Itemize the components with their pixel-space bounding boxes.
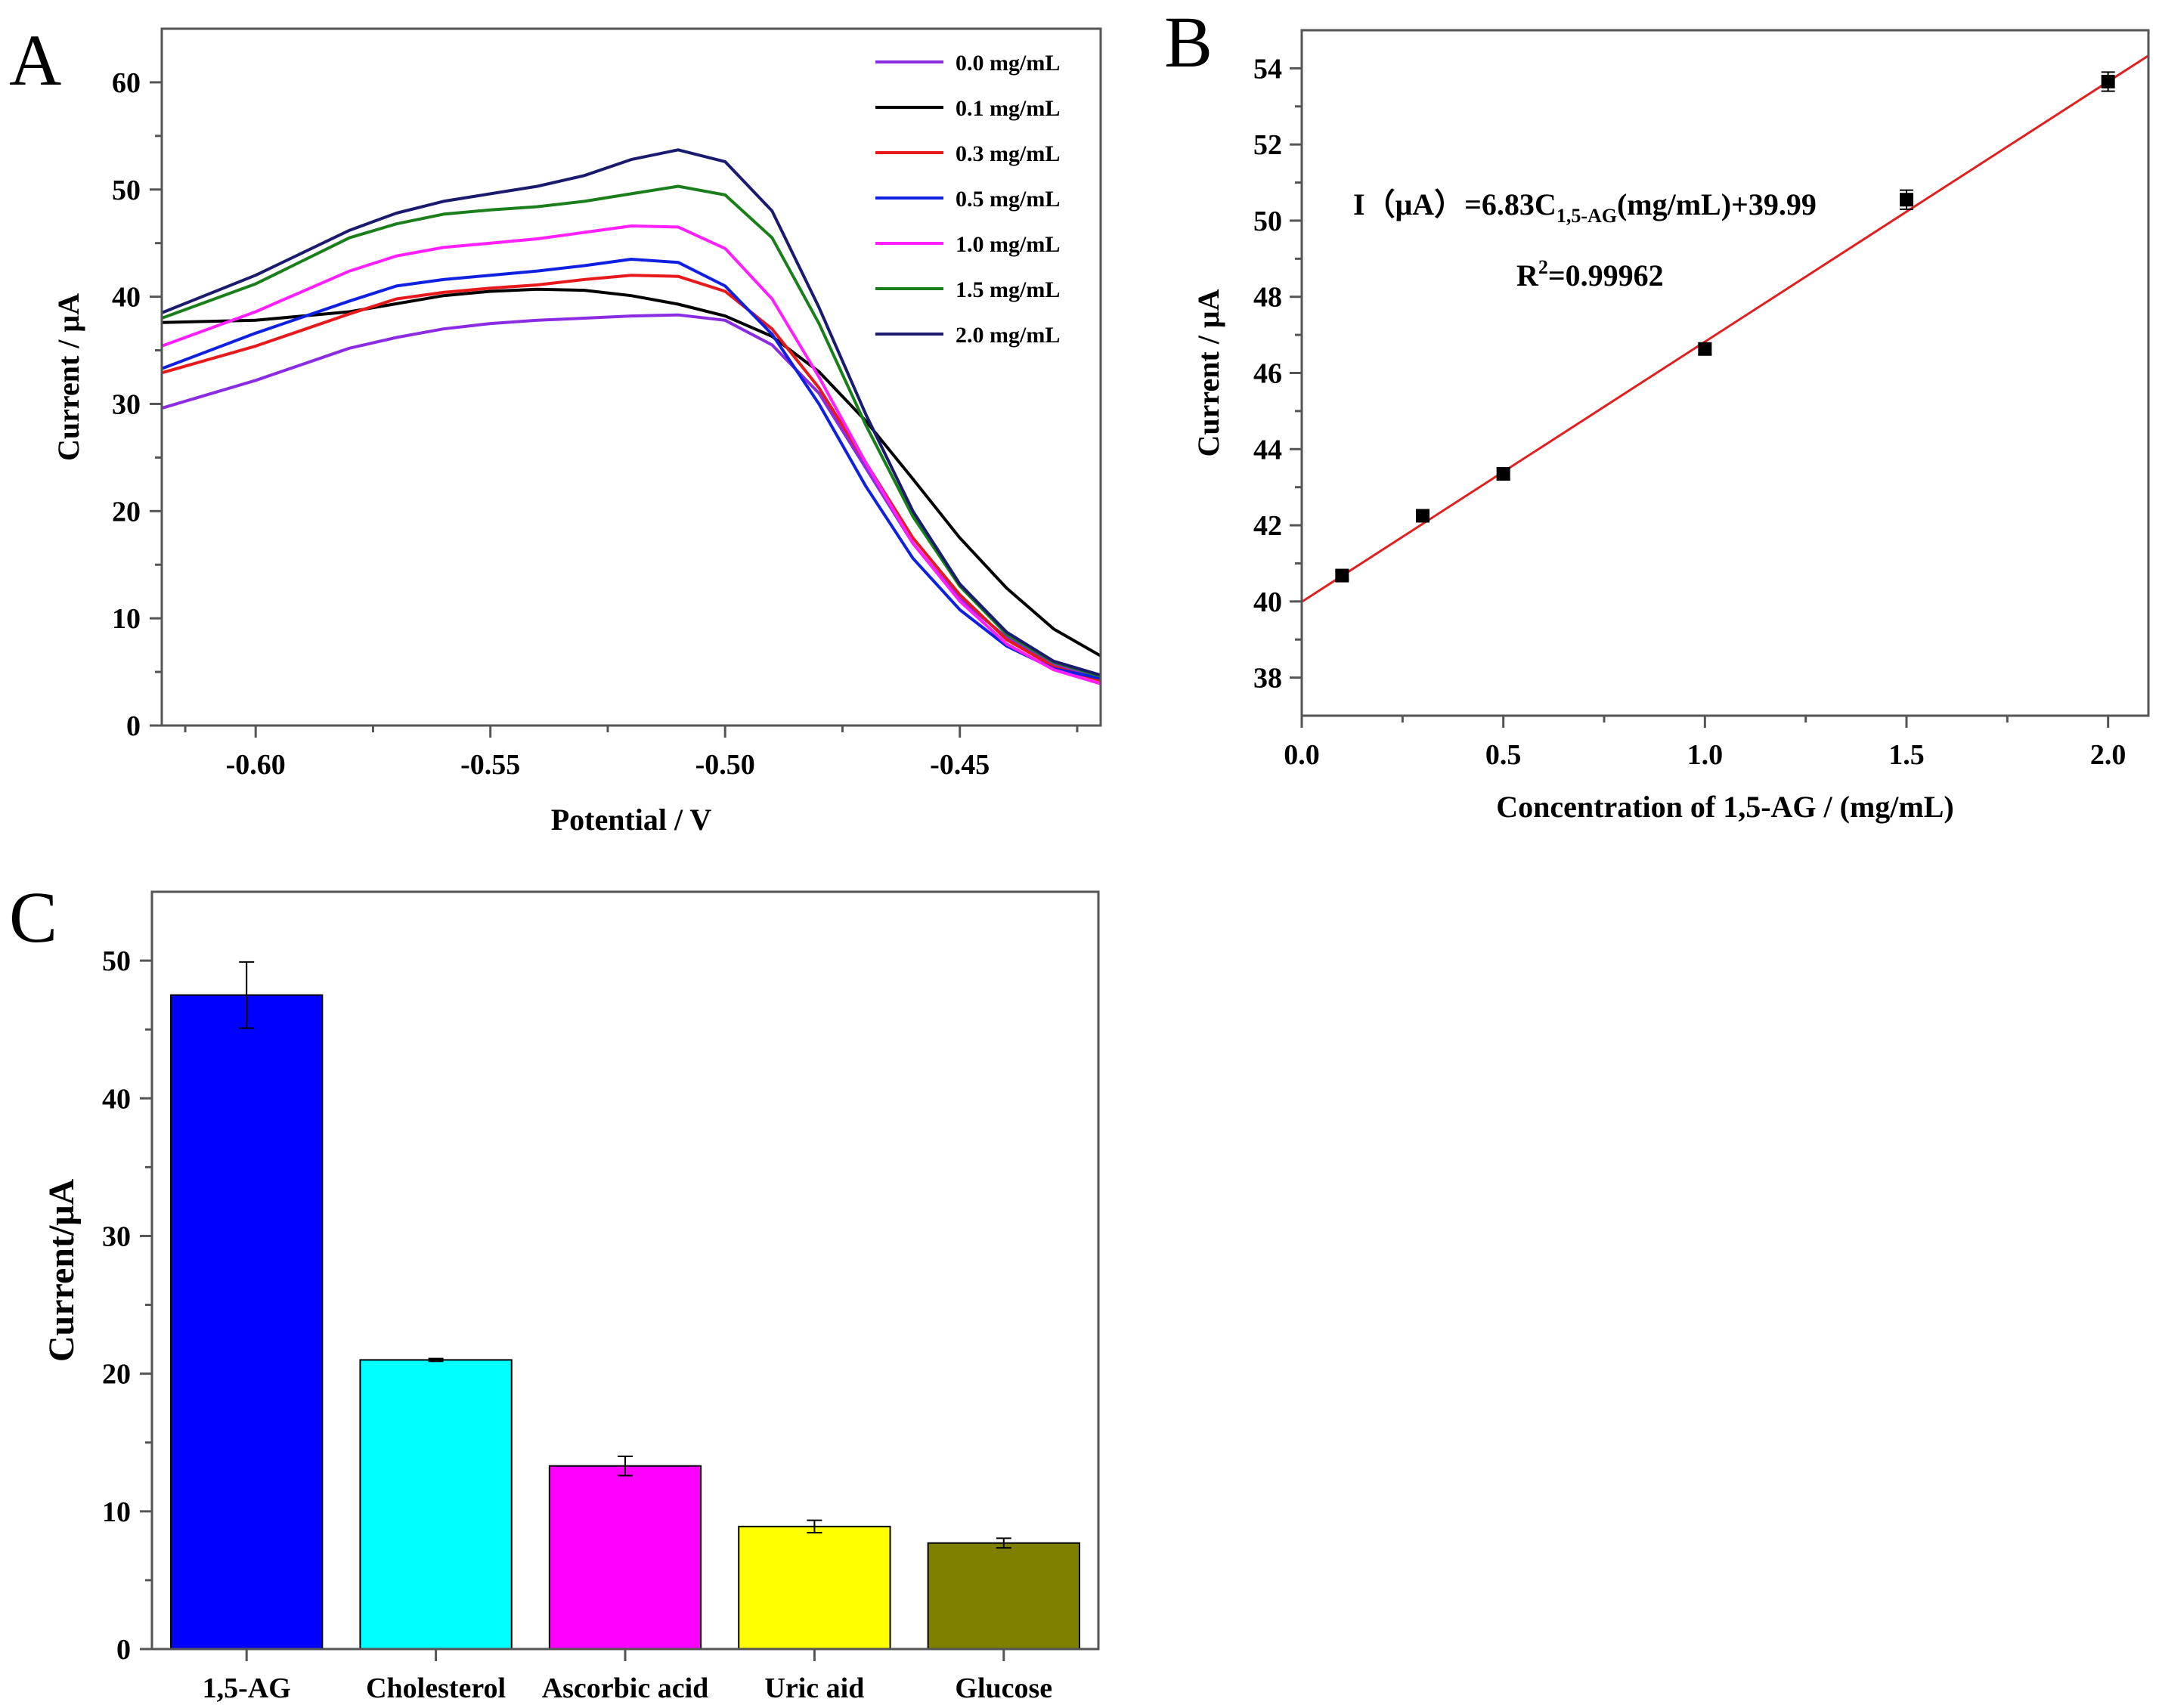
series-line-4 [161, 224, 1101, 685]
r-squared-value: =0.99962 [1548, 258, 1664, 292]
y-axis-title: Current/μA [42, 1179, 82, 1363]
plot-frame [160, 27, 1102, 727]
plot-frame [150, 890, 1100, 1651]
x-axis-title: Concentration of 1,5-AG / (mg/mL) [1496, 790, 1953, 824]
series-line-2 [161, 274, 1101, 682]
x-axis-title: Potential / V [551, 803, 712, 837]
data-point [1416, 509, 1430, 523]
y-tick-label: 30 [102, 1221, 131, 1252]
x-tick-label: 0.5 [1485, 739, 1522, 771]
r-squared-superscript: 2 [1538, 256, 1548, 278]
x-tick-label: 0.0 [1284, 739, 1320, 771]
x-tick-label: 1.0 [1687, 739, 1724, 771]
series-line-6 [161, 148, 1101, 677]
fit-equation: I（μA）=6.83C1,5-AG(mg/mL)+39.99 [1353, 187, 1817, 227]
series-line-1 [161, 287, 1101, 658]
y-tick-label: 60 [112, 67, 141, 99]
series-line-3 [161, 258, 1101, 680]
y-tick-label: 0 [126, 710, 141, 742]
x-tick-label: -0.60 [226, 749, 286, 781]
data-point [2101, 75, 2115, 89]
y-tick-label: 0 [116, 1634, 131, 1666]
y-tick-label: 40 [1253, 586, 1282, 618]
y-tick-label: 20 [102, 1359, 131, 1391]
bar-1 [359, 1359, 513, 1651]
bar-4 [927, 1542, 1080, 1650]
bar-0 [170, 994, 324, 1650]
panel-a-chart: A 0 10 20 30 40 50 60 -0.60 -0.55 -0.50 -0.45 Potent… [9, 20, 1102, 837]
data-point [1496, 467, 1510, 481]
y-tick-label: 40 [102, 1083, 131, 1115]
x-tick-label: Glucose [955, 1672, 1052, 1704]
x-tick-label: Uric aid [764, 1672, 864, 1704]
y-axis-title: Current / μA [1191, 289, 1225, 456]
panel-letter-a: A [9, 20, 61, 101]
fit-line [1301, 54, 2149, 603]
x-tick-label: -0.50 [695, 749, 755, 781]
data-point [1900, 193, 1913, 207]
y-tick-label: 20 [112, 496, 141, 528]
y-tick-label: 10 [112, 603, 141, 635]
y-tick-label: 50 [102, 945, 131, 977]
x-tick-label: 1.5 [1888, 739, 1925, 771]
y-tick-label: 44 [1253, 434, 1282, 466]
data-point [1335, 568, 1349, 583]
x-tick-label: Ascorbic acid [542, 1672, 709, 1704]
legend-label-2: 0.3 mg/mL [956, 141, 1060, 166]
y-tick-label: 50 [1253, 206, 1282, 237]
y-tick-label: 40 [112, 282, 141, 314]
equation-subscript: 1,5-AG [1557, 205, 1617, 227]
y-tick-label: 38 [1253, 663, 1282, 695]
legend-label-6: 2.0 mg/mL [956, 323, 1060, 348]
y-tick-label: 42 [1253, 510, 1282, 542]
y-axis-title: Current / μA [51, 293, 85, 461]
bar-3 [738, 1525, 891, 1650]
panel-letter-c: C [9, 877, 57, 958]
legend-label-3: 0.5 mg/mL [956, 187, 1060, 212]
x-tick-label: 2.0 [2090, 739, 2126, 771]
r-squared-prefix: R [1516, 258, 1539, 292]
y-tick-label: 52 [1253, 129, 1282, 161]
legend-label-4: 1.0 mg/mL [956, 232, 1060, 257]
legend-label-0: 0.0 mg/mL [956, 51, 1060, 76]
y-tick-label: 48 [1253, 282, 1282, 314]
panel-letter-b: B [1164, 2, 1213, 82]
data-point [1698, 342, 1712, 356]
r-squared: R2=0.99962 [1516, 256, 1664, 292]
equation-prefix: I（μA）=6.83C [1353, 187, 1557, 221]
bar-2 [548, 1465, 702, 1651]
y-tick-label: 46 [1253, 358, 1282, 390]
legend-label-5: 1.5 mg/mL [956, 277, 1060, 302]
panel-b-chart: B 38 40 42 44 46 48 50 52 54 0.0 0.5 1.0 1.5 2.0 Concen… [1164, 2, 2150, 824]
x-tick-label: Cholesterol [366, 1672, 506, 1704]
y-tick-label: 50 [112, 175, 141, 206]
x-tick-label: -0.45 [930, 749, 990, 781]
y-tick-label: 54 [1253, 53, 1282, 85]
legend-label-1: 0.1 mg/mL [956, 96, 1060, 121]
x-tick-label: 1,5-AG [203, 1672, 291, 1704]
y-tick-label: 10 [102, 1496, 131, 1528]
equation-suffix: (mg/mL)+39.99 [1617, 187, 1817, 221]
x-tick-label: -0.55 [460, 749, 520, 781]
y-tick-label: 30 [112, 388, 141, 420]
panel-c-chart: C 1,5-AG Cholesterol Ascorbic acid Uric aid G… [9, 877, 1100, 1704]
